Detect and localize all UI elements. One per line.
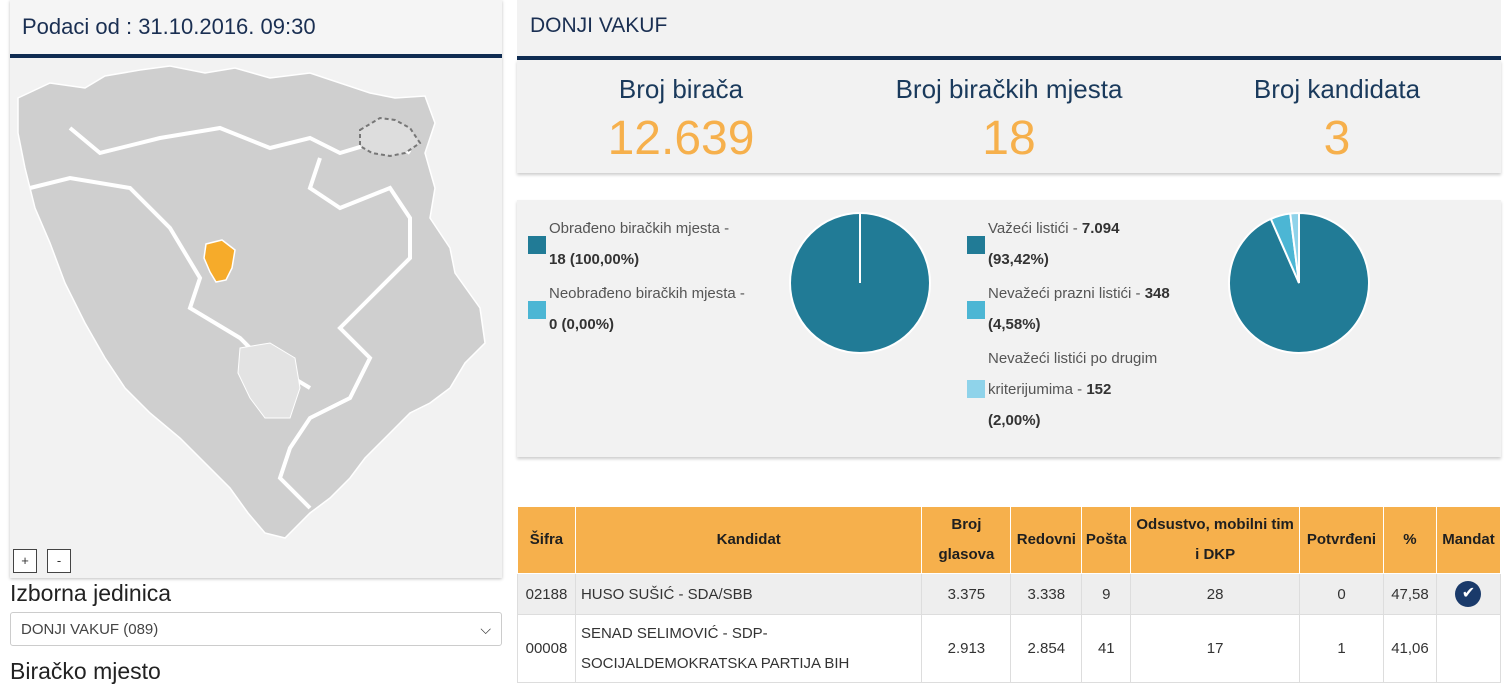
kandidat-line: SOCIJALDEMOKRATSKA PARTIJA BIH — [580, 654, 850, 672]
col-header[interactable]: Odsustvo, mobilni tim i DKP — [1130, 506, 1300, 574]
legend-percent: (2,00%) — [988, 412, 1041, 429]
col-header[interactable]: Kandidat — [574, 506, 923, 574]
col-header[interactable]: Pošta — [1081, 506, 1132, 574]
legend-swatch — [528, 301, 546, 319]
entity-line-2 — [277, 157, 412, 510]
cell-potvrdjeni: 0 — [1299, 573, 1384, 615]
stat-label: Broj birača — [618, 74, 744, 104]
legend-percent: (4,58%) — [988, 316, 1041, 333]
map[interactable]: + - — [10, 58, 502, 574]
legend-value: 18 (100,00%) — [549, 251, 640, 268]
stats-panel: Broj birača 12.639 Broj biračkih mjesta … — [517, 60, 1501, 173]
legend-item: Neobrađeno biračkih mjesta - 0 (0,00%) — [549, 278, 745, 340]
legend-value: 0 (0,00%) — [549, 316, 615, 333]
check-circle-icon: ✔ — [1455, 581, 1482, 607]
stat-value: 18 — [982, 112, 1036, 165]
col-header[interactable]: Mandat — [1435, 506, 1502, 574]
chevron-down-icon: ⌵ — [480, 621, 491, 637]
legend-value: 7.094 — [1081, 220, 1120, 237]
data-timestamp: Podaci od : 31.10.2016. 09:30 — [10, 0, 502, 58]
zoom-out-button[interactable]: - — [47, 549, 71, 573]
col-header[interactable]: Redovni — [1010, 506, 1083, 574]
stat-value: 12.639 — [607, 112, 755, 165]
legend-text: Nevažeći prazni listići - — [988, 285, 1141, 302]
cell-sifra: 00008 — [517, 614, 576, 683]
legend-text: Važeći listići - — [988, 220, 1078, 237]
izborna-jedinica-label: Izborna jedinica — [10, 580, 172, 606]
table-row[interactable]: 02188 HUSO SUŠIĆ - SDA/SBB 3.375 3.338 9… — [517, 573, 1502, 615]
cell-glasova: 2.913 — [921, 614, 1012, 683]
cell-sifra: 02188 — [517, 573, 576, 615]
cell-redovni: 3.338 — [1010, 573, 1083, 615]
col-header[interactable]: % — [1382, 506, 1437, 574]
legend-swatch — [967, 380, 985, 398]
cell-mandat: ✔ — [1435, 573, 1502, 615]
biracko-mjesto-label: Biračko mjesto — [10, 658, 161, 684]
legend-text: Neobrađeno biračkih mjesta - — [549, 285, 745, 302]
stat-birac: Broj birača 12.639 — [577, 74, 785, 166]
pie-charts-panel: Obrađeno biračkih mjesta - 18 (100,00%) … — [517, 200, 1501, 457]
legend-swatch — [528, 236, 546, 254]
stat-value: 3 — [1323, 112, 1351, 165]
legend-item: Obrađeno biračkih mjesta - 18 (100,00%) — [549, 213, 729, 275]
legend-swatch — [967, 301, 985, 319]
izborna-jedinica-select[interactable]: DONJI VAKUF (089) ⌵ — [10, 612, 502, 646]
legend-swatch — [967, 236, 985, 254]
stat-biracka-mjesta: Broj biračkih mjesta 18 — [877, 74, 1141, 166]
cell-posta: 9 — [1081, 573, 1132, 615]
pie-chart-processed — [789, 212, 931, 354]
cell-percent: 41,06 — [1382, 614, 1437, 683]
cell-kandidat: SENAD SELIMOVIĆ - SDP- SOCIJALDEMOKRATSKA… — [574, 614, 923, 683]
cell-kandidat: HUSO SUŠIĆ - SDA/SBB — [574, 573, 923, 615]
col-header[interactable]: Broj glasova — [921, 506, 1012, 574]
table-row[interactable]: 00008 SENAD SELIMOVIĆ - SDP- SOCIJALDEMOK… — [517, 614, 1502, 683]
bih-map[interactable] — [10, 58, 502, 574]
col-header[interactable]: Potvrđeni — [1299, 506, 1384, 574]
legend-item: Važeći listići - 7.094 (93,42%) — [988, 213, 1119, 275]
legend-item: Nevažeći listići po drugim kriterijumima… — [988, 343, 1157, 436]
legend-text: kriterijumima - — [988, 381, 1083, 398]
cell-mandat — [1435, 614, 1502, 683]
brcko-district[interactable] — [359, 116, 422, 158]
cell-odsustvo: 17 — [1130, 614, 1300, 683]
legend-text: Obrađeno biračkih mjesta - — [549, 220, 730, 237]
col-header[interactable]: Šifra — [517, 506, 576, 574]
legend-percent: (93,42%) — [988, 251, 1049, 268]
map-panel: Podaci od : 31.10.2016. 09:30 + - — [10, 0, 502, 578]
legend-value: 348 — [1144, 285, 1170, 302]
donji-vakuf-region[interactable] — [203, 239, 236, 283]
zoom-in-button[interactable]: + — [13, 549, 37, 573]
stat-kandidata: Broj kandidata 3 — [1237, 74, 1437, 166]
cell-percent: 47,58 — [1382, 573, 1437, 615]
kandidat-line: SENAD SELIMOVIĆ - SDP- — [580, 624, 768, 642]
select-value: DONJI VAKUF (089) — [21, 621, 159, 638]
cell-redovni: 2.854 — [1010, 614, 1083, 683]
cell-posta: 41 — [1081, 614, 1132, 683]
legend-item: Nevažeći prazni listići - 348 (4,58%) — [988, 278, 1170, 340]
country-shape[interactable] — [17, 65, 486, 539]
legend-value: 152 — [1086, 381, 1112, 398]
region-highlight-south[interactable] — [237, 342, 301, 419]
stat-label: Broj kandidata — [1253, 74, 1421, 104]
cell-glasova: 3.375 — [921, 573, 1012, 615]
candidates-table: Šifra Kandidat Broj glasova Redovni Pošt… — [517, 506, 1502, 683]
pie-chart-ballots — [1228, 211, 1370, 354]
cell-potvrdjeni: 1 — [1299, 614, 1384, 683]
unit-title: DONJI VAKUF — [517, 0, 1501, 60]
cell-odsustvo: 28 — [1130, 573, 1300, 615]
stat-label: Broj biračkih mjesta — [895, 74, 1123, 104]
legend-text: Nevažeći listići po drugim — [988, 350, 1158, 367]
